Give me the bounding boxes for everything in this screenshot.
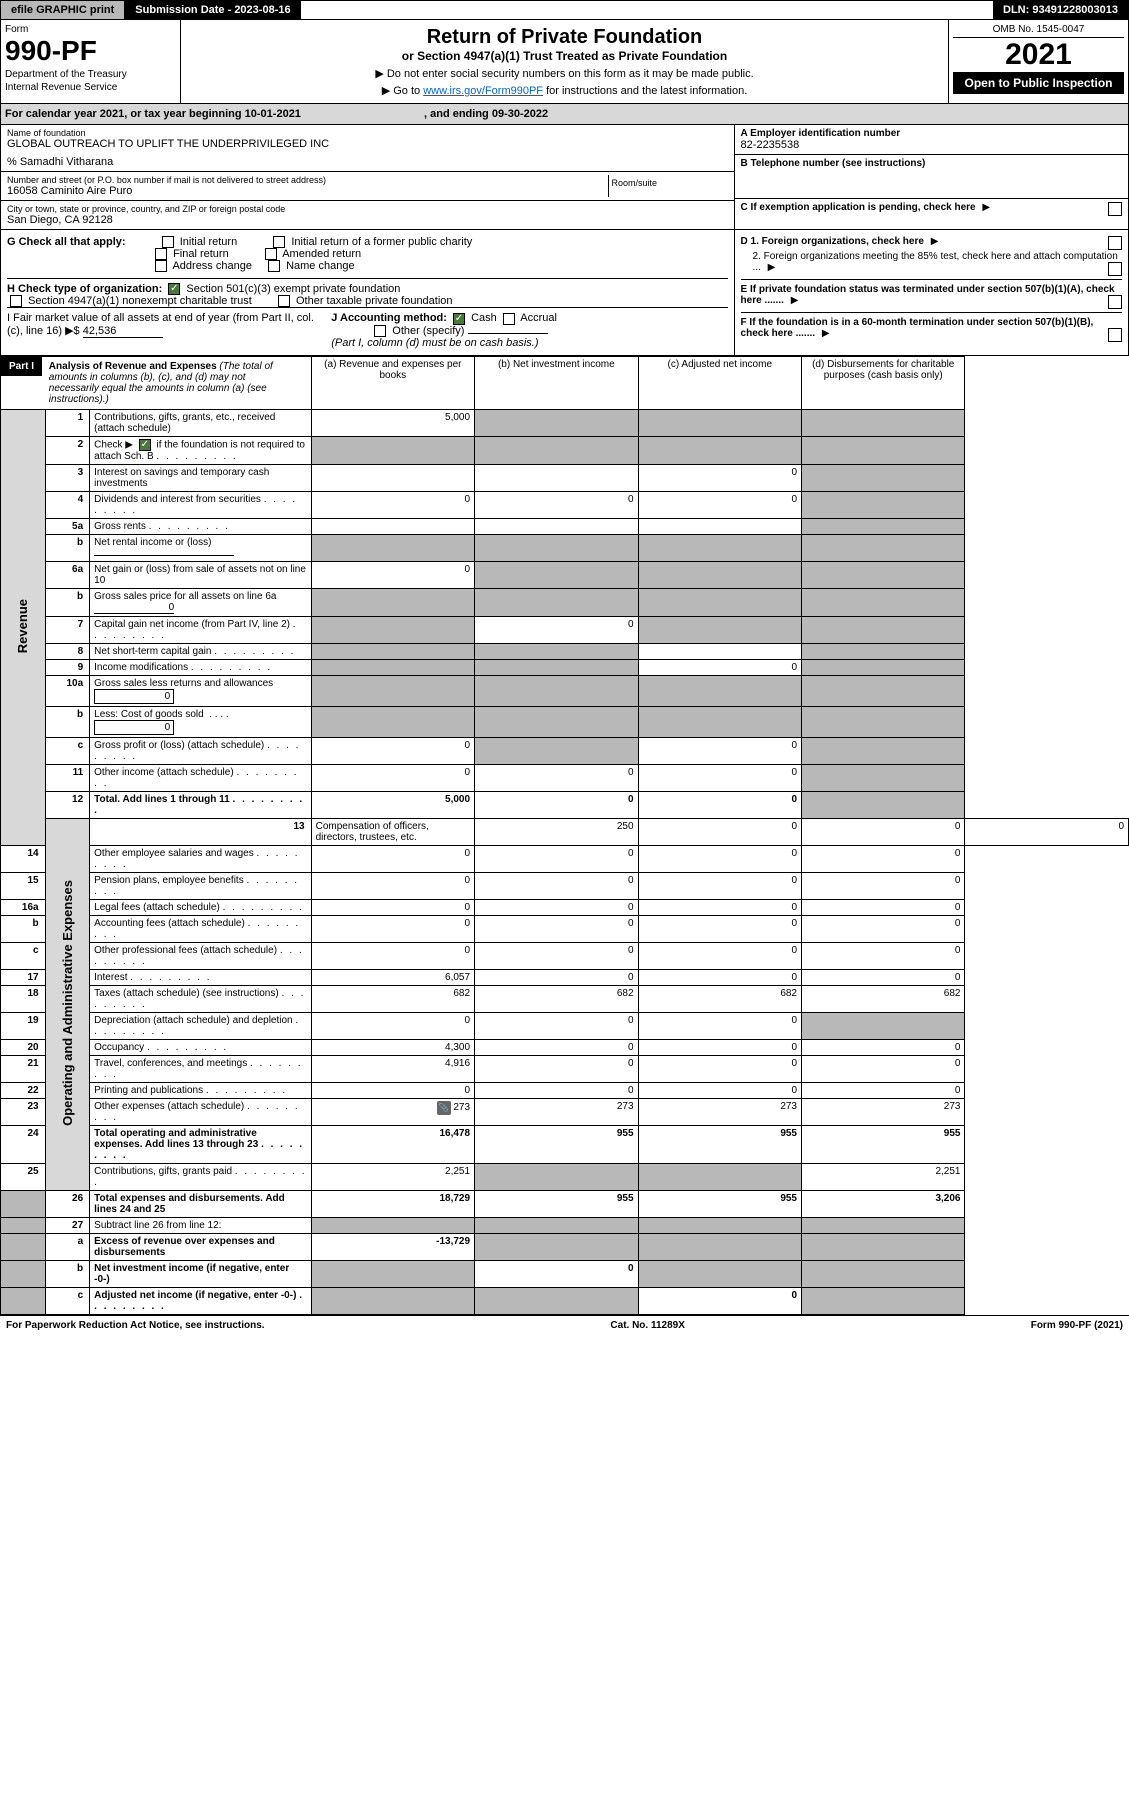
col-b-header: (b) Net investment income — [475, 356, 638, 409]
address-label: Number and street (or P.O. box number if… — [7, 175, 608, 185]
footer: For Paperwork Reduction Act Notice, see … — [0, 1315, 1129, 1335]
part1-title: Analysis of Revenue and Expenses — [49, 361, 217, 372]
col-a-header: (a) Revenue and expenses per books — [311, 356, 474, 409]
amended-checkbox[interactable] — [265, 248, 277, 260]
dln-label: DLN: 93491228003013 — [993, 1, 1128, 19]
d2-checkbox[interactable] — [1108, 262, 1122, 276]
other-taxable-checkbox[interactable] — [278, 295, 290, 307]
form-ref: Form 990-PF (2021) — [1031, 1320, 1123, 1331]
city-value: San Diego, CA 92128 — [7, 214, 728, 226]
pdf-icon[interactable]: 📎 — [437, 1101, 451, 1115]
schb-checkbox[interactable] — [139, 439, 151, 451]
name-change-checkbox[interactable] — [268, 260, 280, 272]
d1-checkbox[interactable] — [1108, 236, 1122, 250]
h-label: H Check type of organization: — [7, 283, 162, 295]
form-subtitle: or Section 4947(a)(1) Trust Treated as P… — [187, 49, 942, 63]
ein-value: 82-2235538 — [741, 139, 1122, 151]
form-number: 990-PF — [5, 35, 176, 67]
cat-number: Cat. No. 11289X — [610, 1320, 684, 1331]
submission-date: Submission Date - 2023-08-16 — [125, 1, 300, 19]
paperwork-notice: For Paperwork Reduction Act Notice, see … — [6, 1320, 265, 1331]
exemption-pending-label: C If exemption application is pending, c… — [741, 202, 976, 213]
g-label: G Check all that apply: — [7, 236, 126, 248]
dept-treasury: Department of the Treasury — [5, 69, 176, 80]
entity-block: Name of foundation GLOBAL OUTREACH TO UP… — [0, 125, 1129, 230]
irs-link[interactable]: www.irs.gov/Form990PF — [423, 85, 543, 97]
instruction-1: ▶ Do not enter social security numbers o… — [187, 67, 942, 80]
form-label: Form — [5, 24, 176, 35]
omb-number: OMB No. 1545-0047 — [953, 24, 1124, 38]
top-bar: efile GRAPHIC print Submission Date - 20… — [0, 0, 1129, 20]
cash-checkbox[interactable] — [453, 313, 465, 325]
ein-label: A Employer identification number — [741, 128, 1122, 139]
address-change-checkbox[interactable] — [155, 260, 167, 272]
col-c-header: (c) Adjusted net income — [638, 356, 801, 409]
j-label: J Accounting method: — [331, 312, 447, 324]
phone-label: B Telephone number (see instructions) — [741, 158, 1122, 169]
f-label: F If the foundation is in a 60-month ter… — [741, 317, 1094, 339]
revenue-side-label: Revenue — [15, 599, 30, 653]
form-title: Return of Private Foundation — [187, 26, 942, 49]
exemption-checkbox[interactable] — [1108, 202, 1122, 216]
d2-label: 2. Foreign organizations meeting the 85%… — [753, 251, 1118, 273]
j-note: (Part I, column (d) must be on cash basi… — [331, 337, 538, 349]
address-value: 16058 Caminito Aire Puro — [7, 185, 608, 197]
other-method-checkbox[interactable] — [374, 325, 386, 337]
f-checkbox[interactable] — [1108, 328, 1122, 342]
part1-label: Part I — [1, 357, 42, 376]
form-header: Form 990-PF Department of the Treasury I… — [0, 20, 1129, 104]
irs-label: Internal Revenue Service — [5, 82, 176, 93]
tax-year: 2021 — [953, 38, 1124, 72]
efile-print-button[interactable]: efile GRAPHIC print — [1, 1, 125, 19]
foundation-name: GLOBAL OUTREACH TO UPLIFT THE UNDERPRIVI… — [7, 138, 728, 150]
instruction-2-post: for instructions and the latest informat… — [546, 85, 747, 97]
foundation-name-label: Name of foundation — [7, 128, 728, 138]
final-return-checkbox[interactable] — [155, 248, 167, 260]
analysis-table: Part I Analysis of Revenue and Expenses … — [0, 356, 1129, 1315]
city-label: City or town, state or province, country… — [7, 204, 728, 214]
col-d-header: (d) Disbursements for charitable purpose… — [802, 356, 965, 409]
initial-former-checkbox[interactable] — [273, 236, 285, 248]
care-of: % Samadhi Vitharana — [7, 156, 728, 168]
instruction-2-pre: ▶ Go to — [382, 85, 423, 97]
expenses-side-label: Operating and Administrative Expenses — [60, 880, 75, 1126]
open-to-public: Open to Public Inspection — [953, 72, 1124, 94]
501c3-checkbox[interactable] — [168, 283, 180, 295]
calendar-year-row: For calendar year 2021, or tax year begi… — [0, 104, 1129, 125]
accrual-checkbox[interactable] — [503, 313, 515, 325]
4947a1-checkbox[interactable] — [10, 295, 22, 307]
e-checkbox[interactable] — [1108, 295, 1122, 309]
check-section: G Check all that apply: Initial return I… — [0, 230, 1129, 356]
d1-label: D 1. Foreign organizations, check here — [741, 236, 924, 247]
room-suite-label: Room/suite — [608, 175, 728, 197]
initial-return-checkbox[interactable] — [162, 236, 174, 248]
fmv-value: 42,536 — [83, 325, 163, 338]
